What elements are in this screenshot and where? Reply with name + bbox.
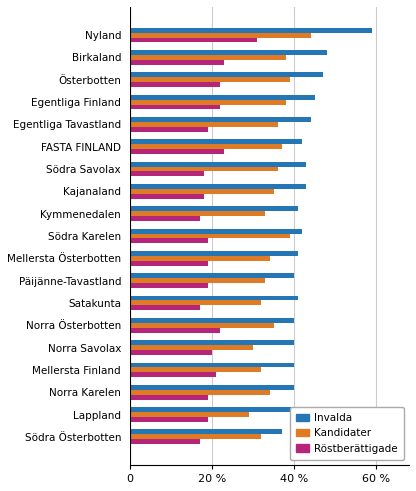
Bar: [130, 38, 257, 43]
Bar: [130, 407, 294, 412]
Bar: [130, 95, 314, 100]
Bar: [130, 390, 270, 395]
Bar: [130, 194, 204, 199]
Bar: [130, 251, 298, 256]
Bar: [130, 345, 253, 350]
Bar: [130, 33, 311, 38]
Bar: [130, 367, 261, 372]
Bar: [130, 385, 294, 390]
Bar: [130, 60, 225, 65]
Bar: [130, 189, 274, 194]
Bar: [130, 184, 307, 189]
Bar: [130, 430, 282, 435]
Bar: [130, 55, 286, 60]
Bar: [130, 273, 294, 278]
Bar: [130, 340, 294, 345]
Bar: [130, 261, 208, 266]
Bar: [130, 117, 311, 122]
Legend: Invalda, Kandidater, Röstberättigade: Invalda, Kandidater, Röstberättigade: [290, 407, 404, 460]
Bar: [130, 439, 200, 444]
Bar: [130, 50, 327, 55]
Bar: [130, 206, 298, 211]
Bar: [130, 229, 302, 234]
Bar: [130, 144, 282, 149]
Bar: [130, 323, 274, 327]
Bar: [130, 216, 200, 221]
Bar: [130, 234, 290, 239]
Bar: [130, 296, 298, 300]
Bar: [130, 72, 323, 77]
Bar: [130, 127, 208, 132]
Bar: [130, 318, 294, 323]
Bar: [130, 100, 286, 105]
Bar: [130, 435, 261, 439]
Bar: [130, 417, 208, 422]
Bar: [130, 372, 216, 377]
Bar: [130, 283, 208, 288]
Bar: [130, 122, 278, 127]
Bar: [130, 327, 220, 332]
Bar: [130, 166, 278, 171]
Bar: [130, 139, 302, 144]
Bar: [130, 395, 208, 400]
Bar: [130, 239, 208, 244]
Bar: [130, 105, 220, 109]
Bar: [130, 305, 200, 310]
Bar: [130, 300, 261, 305]
Bar: [130, 211, 265, 216]
Bar: [130, 256, 270, 261]
Bar: [130, 77, 290, 82]
Bar: [130, 28, 372, 33]
Bar: [130, 362, 294, 367]
Bar: [130, 278, 265, 283]
Bar: [130, 412, 249, 417]
Bar: [130, 82, 220, 87]
Bar: [130, 149, 225, 154]
Bar: [130, 350, 212, 355]
Bar: [130, 162, 307, 166]
Bar: [130, 171, 204, 176]
